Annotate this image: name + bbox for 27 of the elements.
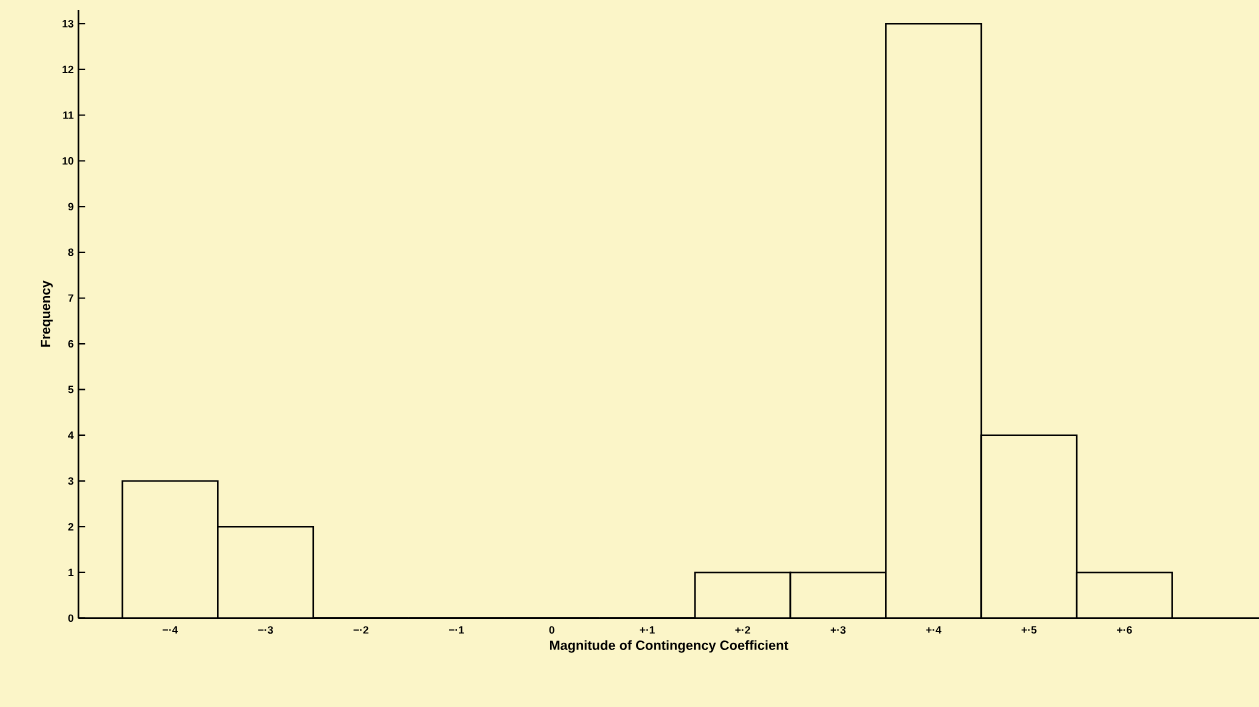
y-tick-label: 4 [68,431,74,439]
y-tick-label: 2 [68,523,74,531]
y-tick-label: 0 [68,614,74,622]
x-tick-label: +·3 [830,626,846,634]
y-tick-label: 12 [62,65,74,74]
y-tick-label: 3 [68,477,74,485]
x-axis-title: Magnitude of Contingency Coefficient [550,640,789,653]
x-tick-label: −·4 [162,626,178,634]
x-tick-label: 0 [549,626,555,634]
y-tick-label: 10 [62,157,74,165]
x-tick-label: +·2 [735,626,751,634]
x-tick-label: +·5 [1021,626,1037,634]
y-tick-label: 13 [62,19,74,28]
y-tick-label: 8 [68,248,74,257]
x-tick-label: +·1 [639,626,655,634]
y-axis-title: Frequency [40,280,53,347]
x-tick-label: −·1 [449,626,464,634]
x-tick-label: +·4 [926,626,942,634]
y-tick-label: 7 [68,294,74,302]
y-tick-label: 5 [68,385,74,394]
y-tick-label: 11 [63,111,74,119]
x-tick-label: −·2 [353,626,369,634]
x-tick-label: +·6 [1117,626,1132,634]
x-tick-label: −·3 [258,626,273,634]
y-tick-label: 9 [68,202,74,211]
y-tick-label: 1 [68,568,74,577]
y-tick-label: 6 [68,340,74,348]
